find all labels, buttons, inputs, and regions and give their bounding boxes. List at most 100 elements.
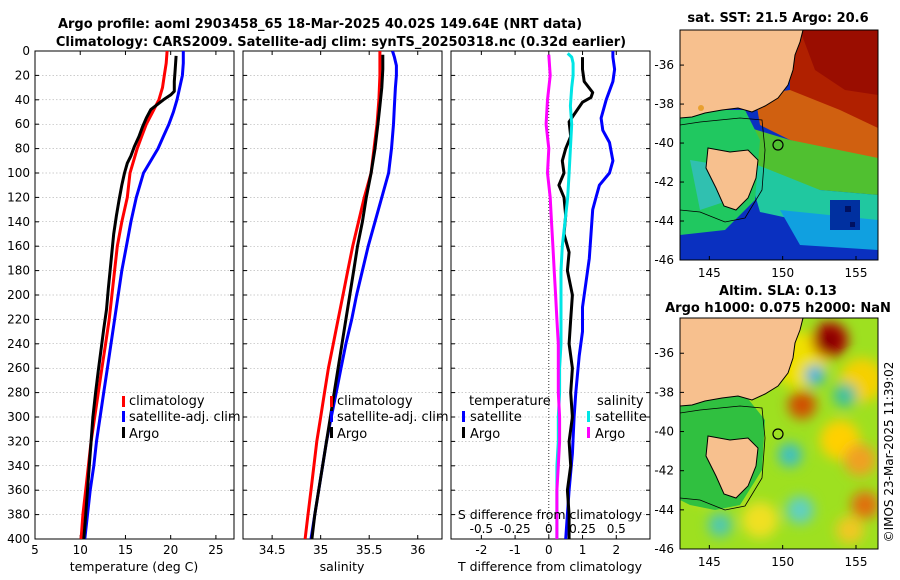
map-y-tick-label: -36 [654,346,674,360]
sla-map-ticks: 145 150 155 -36 -38 -40 -42 -44 -46 [654,346,867,569]
salinity-legend: climatology satellite-adj. clim Argo [330,394,449,442]
map-y-tick-label: -42 [654,464,674,478]
series-line-argo [310,54,385,539]
legend-swatch-argo [122,427,125,438]
legend-label-argo: Argo [337,427,367,442]
difference-grid [451,50,650,540]
sst-map-image [680,30,878,260]
x-tick-label: 20 [163,543,178,557]
temperature-x-axis-label: temperature (deg C) [70,559,199,574]
depth-tick-label: 220 [7,312,30,326]
series-line-t-satellite [564,51,617,539]
x-tick-label: 34.5 [259,543,286,557]
depth-tick-label: 240 [7,337,30,351]
depth-tick-label: 100 [7,166,30,180]
depth-tick-label: 120 [7,190,30,204]
depth-tick-label: 340 [7,459,30,473]
salinity-panel: 34.5 35 35.5 36 salinity climatology satell… [242,50,449,574]
depth-tick-label: 200 [7,288,30,302]
series-line-argo [82,55,178,539]
argo-position-marker [772,428,784,440]
depth-tick-label: 0 [22,44,30,58]
sst-map-ticks: 145 150 155 -36 -38 -40 -42 -44 -46 [654,58,867,280]
depth-tick-label: 320 [7,434,30,448]
x-tick-label: 2 [612,543,620,557]
temperature-grid [34,50,234,540]
s-tick-label: 0.5 [607,522,626,536]
depth-tick-label: 140 [7,215,30,229]
difference-legend: temperature satellite Argo salinity sate… [462,394,647,442]
depth-tick-labels: 0 20 40 60 80 100 120 140 160 180 200 220 240 260 280 3… [7,44,30,546]
salinity-x-tick-labels: 34.5 35 35.5 36 [259,543,426,557]
t-difference-x-axis-label: T difference from climatology [457,559,643,574]
legend-label-climatology: climatology [129,394,205,409]
map-x-tick-label: 150 [771,555,794,569]
sst-map-title: sat. SST: 21.5 Argo: 20.6 [687,11,868,26]
argo-position-marker [772,139,784,151]
map-y-tick-label: -44 [654,503,674,517]
legend-label-satellite: satellite-adj. clim [129,410,241,425]
map-x-tick-label: 155 [845,266,868,280]
salinity-grid [243,50,442,540]
sla-map-title: Altim. SLA: 0.13 [719,284,837,299]
depth-tick-label: 260 [7,361,30,375]
map-y-tick-label: -38 [654,385,674,399]
legend-label-t-satellite: satellite [470,410,522,425]
map-y-tick-label: -46 [654,253,674,267]
depth-tick-label: 380 [7,508,30,522]
depth-tick-label: 160 [7,239,30,253]
salinity-x-axis-label: salinity [320,559,365,574]
map-x-tick-label: 155 [845,555,868,569]
temperature-legend: climatology satellite-adj. clim Argo [122,394,241,442]
x-tick-label: 10 [73,543,88,557]
legend-label-satellite: satellite-adj. clim [337,410,449,425]
difference-series [544,51,617,539]
legend-swatch-t-argo [462,427,465,438]
depth-tick-label: 400 [7,532,30,546]
legend-label-climatology: climatology [337,394,413,409]
salinity-series [303,51,398,539]
map-y-tick-label: -36 [654,58,674,72]
map-y-tick-label: -40 [654,136,674,150]
legend-title-salinity: salinity [597,394,644,409]
s-tick-label: 0 [545,522,553,536]
difference-x-tick-labels: -2 -1 0 1 2 [475,543,620,557]
legend-label-t-argo: Argo [470,427,500,442]
x-tick-label: 25 [208,543,223,557]
legend-swatch-t-satellite [462,411,465,422]
legend-swatch-satellite [122,411,125,422]
legend-title-temperature: temperature [469,394,551,409]
temperature-x-tick-labels: 5 10 15 20 25 [31,543,223,557]
s-tick-label: 0.25 [569,522,596,536]
legend-label-s-argo: Argo [595,427,625,442]
sla-map-image [680,318,878,549]
depth-tick-label: 300 [7,410,30,424]
legend-swatch-s-satellite [587,411,590,422]
x-tick-label: 0 [545,543,553,557]
map-y-tick-label: -44 [654,214,674,228]
legend-swatch-argo [330,427,333,438]
difference-panel: -2 -1 0 1 2 -0.5 -0.25 0 0.25 0.5 S difference f… [450,50,651,574]
sla-map: Altim. SLA: 0.13 Argo h1000: 0.075 h2000… [654,284,890,569]
s-difference-axis-label: S difference from climatology [458,507,643,522]
depth-tick-label: 280 [7,386,30,400]
depth-tick-label: 20 [15,68,30,82]
x-tick-label: 35 [313,543,328,557]
figure-title-line2: Climatology: CARS2009. Satellite-adj cli… [56,35,626,50]
depth-tick-label: 80 [15,142,30,156]
s-tick-label: -0.5 [470,522,493,536]
legend-swatch-s-argo [587,427,590,438]
s-tick-label: -0.25 [500,522,531,536]
legend-swatch-climatology [330,396,333,407]
series-line-satellite-adj-clim [83,51,185,539]
depth-tick-label: 360 [7,483,30,497]
legend-swatch-satellite [330,411,333,422]
map-y-tick-label: -40 [654,425,674,439]
x-tick-label: -1 [509,543,521,557]
legend-label-argo: Argo [129,427,159,442]
map-x-tick-label: 145 [698,266,721,280]
imos-timestamp: ©IMOS 23-Mar-2025 11:39:02 [882,362,896,543]
x-tick-label: 5 [31,543,39,557]
legend-label-s-satellite: satellite [595,410,647,425]
